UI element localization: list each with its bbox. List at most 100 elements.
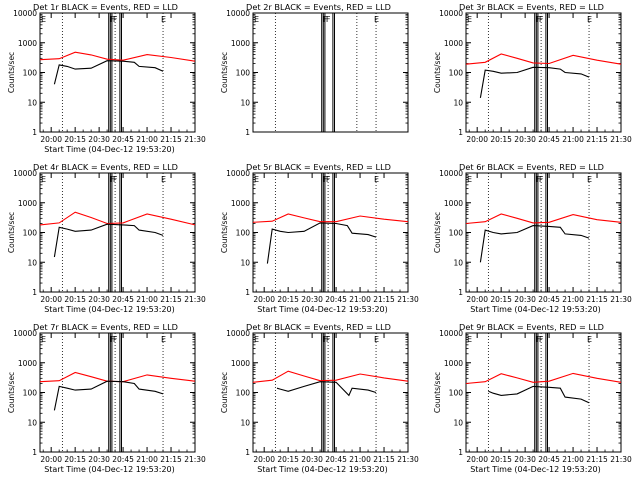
y-tick-label: 10 — [240, 98, 250, 107]
y-tick-label: 10 — [453, 258, 463, 267]
x-tick-label: 20:15 — [277, 455, 299, 464]
x-axis-label: Start Time (04-Dec-12 19:53:20) — [44, 305, 175, 314]
x-tick-label: 21:00 — [136, 295, 158, 304]
plot-frame — [39, 332, 196, 453]
y-tick-label: 100 — [236, 389, 251, 398]
x-tick-label: 20:45 — [112, 295, 134, 304]
plot-frame — [465, 12, 622, 133]
y-tick-label: 100 — [449, 69, 464, 78]
flag-marker: F — [323, 335, 328, 344]
y-tick-label: 100 — [23, 389, 38, 398]
x-tick-label: 21:30 — [610, 135, 632, 144]
x-tick-label: 20:00 — [466, 295, 488, 304]
y-tick-label: 1000 — [444, 39, 463, 48]
x-tick-label: 21:00 — [349, 455, 371, 464]
x-tick-label: 21:30 — [184, 135, 206, 144]
x-tick-label: 20:30 — [88, 295, 110, 304]
y-tick-label: 10000 — [439, 169, 463, 178]
x-tick-label: 21:00 — [349, 295, 371, 304]
events-series-line — [53, 380, 164, 411]
x-tick-label: 21:00 — [136, 455, 158, 464]
y-tick-label: 10000 — [13, 169, 37, 178]
x-tick-label: 20:15 — [64, 455, 86, 464]
x-tick-label: 20:00 — [253, 455, 275, 464]
y-tick-label: 100 — [236, 69, 251, 78]
y-tick-label: 10 — [453, 418, 463, 427]
lld-series-line — [465, 213, 622, 225]
x-tick-label: 21:15 — [160, 455, 182, 464]
y-tick-label: 1 — [458, 448, 463, 457]
x-tick-label: 21:00 — [562, 455, 584, 464]
x-tick-label: 21:15 — [373, 455, 395, 464]
flag-marker: F — [326, 175, 331, 184]
x-tick-label: 21:00 — [136, 135, 158, 144]
flag-marker-start: E — [254, 15, 259, 24]
x-tick-label: 21:00 — [562, 295, 584, 304]
y-tick-label: 10 — [240, 258, 250, 267]
x-tick-label: 20:30 — [514, 295, 536, 304]
x-tick-label: 21:15 — [160, 135, 182, 144]
flag-marker: E — [374, 15, 379, 24]
events-series-line — [266, 222, 377, 264]
panel-1: Det 1r BLACK = Events, RED = LLD 1 10 100 10… — [7, 2, 206, 154]
x-tick-label: 20:15 — [490, 135, 512, 144]
flag-marker-start: E — [254, 335, 259, 344]
flag-marker-start: E — [467, 175, 472, 184]
events-series-line — [53, 223, 164, 258]
x-tick-label: 20:30 — [88, 455, 110, 464]
y-tick-label: 1 — [245, 288, 250, 297]
x-tick-label: 21:30 — [184, 455, 206, 464]
y-tick-label: 1000 — [18, 39, 37, 48]
y-tick-label: 10 — [453, 98, 463, 107]
y-tick-label: 1 — [32, 448, 37, 457]
flag-marker: F — [536, 15, 541, 24]
lld-series-line — [465, 53, 622, 65]
events-series-line — [479, 66, 590, 98]
y-tick-label: 1 — [32, 288, 37, 297]
x-tick-label: 20:45 — [325, 455, 347, 464]
y-tick-label: 1 — [458, 128, 463, 137]
x-axis-label: Start Time (04-Dec-12 19:53:20) — [257, 465, 388, 474]
flag-marker: E — [161, 15, 166, 24]
panel-title: Det 3r BLACK = Events, RED = LLD — [459, 2, 604, 12]
flag-marker: E — [374, 175, 379, 184]
x-tick-label: 21:15 — [586, 135, 608, 144]
x-tick-label: 20:30 — [514, 135, 536, 144]
y-tick-label: 1000 — [231, 199, 250, 208]
y-tick-label: 10000 — [439, 9, 463, 18]
x-tick-label: 20:30 — [301, 295, 323, 304]
x-tick-label: 20:30 — [514, 455, 536, 464]
y-tick-label: 100 — [23, 69, 38, 78]
y-tick-label: 10 — [27, 418, 37, 427]
x-tick-label: 20:00 — [466, 455, 488, 464]
panel-title: Det 9r BLACK = Events, RED = LLD — [459, 322, 604, 332]
y-tick-label: 100 — [23, 229, 38, 238]
flag-marker: F — [110, 335, 115, 344]
x-tick-label: 21:15 — [586, 295, 608, 304]
x-tick-label: 20:30 — [301, 455, 323, 464]
y-tick-label: 1000 — [18, 359, 37, 368]
y-tick-label: 1000 — [444, 359, 463, 368]
x-tick-label: 21:00 — [562, 135, 584, 144]
flag-marker-start: E — [41, 175, 46, 184]
x-tick-label: 20:00 — [40, 135, 62, 144]
panel-title: Det 8r BLACK = Events, RED = LLD — [246, 322, 391, 332]
x-tick-label: 20:00 — [40, 455, 62, 464]
x-tick-label: 21:30 — [610, 295, 632, 304]
x-tick-label: 20:15 — [490, 455, 512, 464]
x-tick-label: 21:15 — [373, 295, 395, 304]
y-tick-label: 100 — [449, 229, 464, 238]
x-tick-label: 20:00 — [253, 295, 275, 304]
y-tick-label: 1 — [458, 288, 463, 297]
flag-marker: F — [539, 15, 544, 24]
flag-marker: F — [539, 175, 544, 184]
flag-marker: E — [587, 335, 592, 344]
panel-2: Det 2r BLACK = Events, RED = LLD 1 10 100 10… — [220, 2, 409, 137]
y-tick-label: 1000 — [444, 199, 463, 208]
lld-series-line — [39, 51, 196, 62]
x-tick-label: 20:45 — [538, 135, 560, 144]
y-tick-label: 1 — [245, 448, 250, 457]
y-tick-label: 1 — [32, 128, 37, 137]
y-tick-label: 10000 — [13, 329, 37, 338]
x-tick-label: 20:00 — [466, 135, 488, 144]
